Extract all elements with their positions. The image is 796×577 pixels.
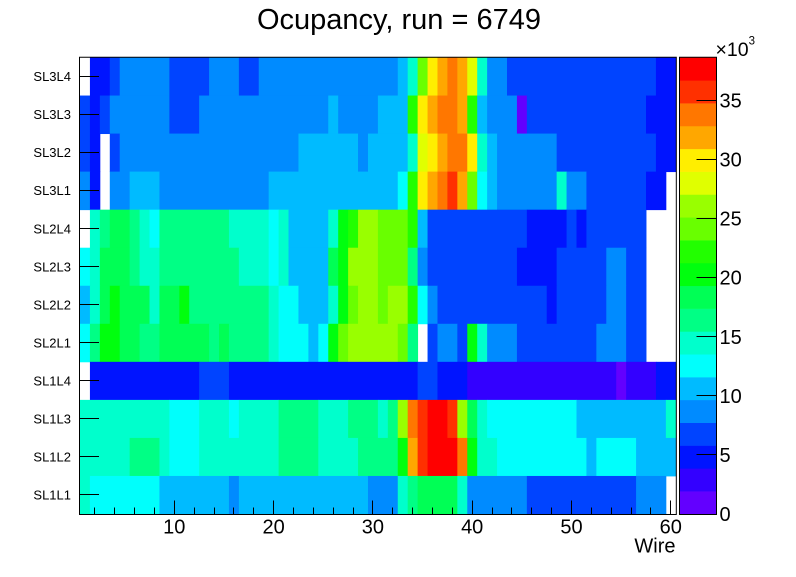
svg-text:5: 5 xyxy=(720,445,731,467)
svg-text:35: 35 xyxy=(720,91,742,113)
svg-text:SL1L3: SL1L3 xyxy=(33,412,71,427)
svg-text:SL1L2: SL1L2 xyxy=(33,450,71,465)
svg-text:20: 20 xyxy=(262,517,284,539)
svg-text:40: 40 xyxy=(461,517,483,539)
svg-text:30: 30 xyxy=(720,150,742,172)
svg-text:15: 15 xyxy=(720,327,742,349)
svg-text:SL3L2: SL3L2 xyxy=(33,145,71,160)
svg-text:Ocupancy, run = 6749: Ocupancy, run = 6749 xyxy=(257,4,541,36)
svg-text:60: 60 xyxy=(660,517,682,539)
svg-text:25: 25 xyxy=(720,209,742,231)
svg-text:50: 50 xyxy=(560,517,582,539)
svg-text:SL1L1: SL1L1 xyxy=(33,488,71,503)
svg-text:×103: ×103 xyxy=(716,36,755,61)
svg-text:0: 0 xyxy=(720,504,731,526)
svg-text:SL2L3: SL2L3 xyxy=(33,259,71,274)
svg-text:SL1L4: SL1L4 xyxy=(33,374,71,389)
svg-text:SL3L3: SL3L3 xyxy=(33,107,71,122)
svg-text:20: 20 xyxy=(720,268,742,290)
svg-text:SL2L1: SL2L1 xyxy=(33,335,71,350)
svg-text:Wire: Wire xyxy=(634,536,675,558)
svg-text:SL3L4: SL3L4 xyxy=(33,69,71,84)
svg-text:SL2L4: SL2L4 xyxy=(33,221,71,236)
svg-text:SL2L2: SL2L2 xyxy=(33,297,71,312)
svg-text:10: 10 xyxy=(720,386,742,408)
svg-text:SL3L1: SL3L1 xyxy=(33,183,71,198)
svg-text:30: 30 xyxy=(362,517,384,539)
svg-text:10: 10 xyxy=(163,517,185,539)
